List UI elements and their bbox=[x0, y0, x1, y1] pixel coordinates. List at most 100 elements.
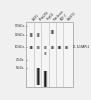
Bar bbox=[64, 46, 65, 49]
Bar bbox=[61, 46, 62, 49]
Bar bbox=[51, 30, 52, 34]
Bar bbox=[46, 52, 47, 55]
Bar bbox=[37, 33, 38, 37]
Bar bbox=[33, 33, 34, 37]
Bar bbox=[39, 46, 40, 49]
Bar bbox=[42, 46, 43, 49]
Bar bbox=[60, 46, 61, 49]
Bar bbox=[38, 33, 39, 37]
Text: MCF-7: MCF-7 bbox=[60, 12, 69, 21]
Bar bbox=[32, 46, 33, 49]
Bar bbox=[46, 71, 47, 87]
Bar bbox=[43, 46, 44, 49]
Bar bbox=[57, 46, 58, 49]
Bar bbox=[31, 33, 32, 37]
Bar bbox=[45, 71, 46, 87]
Bar bbox=[45, 71, 46, 87]
Bar bbox=[32, 33, 33, 37]
Bar bbox=[30, 46, 31, 49]
Bar bbox=[46, 52, 47, 55]
Bar bbox=[66, 46, 67, 49]
Text: NIH/3T3: NIH/3T3 bbox=[67, 11, 78, 21]
Text: Rat brain: Rat brain bbox=[53, 10, 65, 21]
Bar bbox=[38, 68, 39, 85]
Bar bbox=[40, 33, 41, 37]
Text: 170kDa-: 170kDa- bbox=[14, 24, 25, 28]
Bar bbox=[68, 46, 69, 49]
Bar bbox=[50, 46, 51, 49]
Bar bbox=[39, 68, 40, 85]
Bar bbox=[46, 46, 47, 49]
Bar bbox=[53, 30, 54, 34]
Bar bbox=[65, 46, 66, 49]
Bar bbox=[39, 68, 40, 85]
Bar bbox=[52, 30, 53, 34]
Bar bbox=[45, 46, 46, 49]
Bar bbox=[29, 33, 30, 37]
Bar bbox=[40, 68, 41, 85]
Text: 100kDa-: 100kDa- bbox=[14, 45, 25, 49]
Bar bbox=[28, 46, 29, 49]
Bar bbox=[36, 68, 37, 85]
Bar bbox=[36, 33, 37, 37]
Bar bbox=[45, 46, 46, 49]
Bar bbox=[37, 68, 38, 85]
Bar bbox=[42, 71, 43, 87]
Bar bbox=[65, 46, 66, 49]
Text: A-431: A-431 bbox=[32, 13, 40, 21]
Bar bbox=[33, 46, 34, 49]
Bar bbox=[36, 46, 37, 49]
Bar bbox=[51, 30, 52, 34]
Bar bbox=[53, 46, 54, 49]
Bar bbox=[40, 46, 41, 49]
Bar bbox=[29, 46, 30, 49]
Text: HepG2: HepG2 bbox=[46, 12, 55, 21]
Bar bbox=[43, 52, 44, 55]
Bar bbox=[51, 46, 52, 49]
Bar bbox=[54, 30, 55, 34]
Bar bbox=[39, 33, 40, 37]
Bar bbox=[29, 46, 30, 49]
Bar bbox=[38, 33, 39, 37]
Bar bbox=[44, 71, 45, 87]
Bar bbox=[50, 46, 51, 49]
Bar bbox=[68, 46, 69, 49]
Bar bbox=[40, 33, 41, 37]
Bar bbox=[44, 46, 45, 49]
Bar bbox=[53, 46, 54, 49]
Bar bbox=[26, 22, 73, 87]
Bar bbox=[35, 68, 36, 85]
Bar bbox=[43, 71, 44, 87]
Bar bbox=[31, 33, 32, 37]
Bar bbox=[52, 46, 53, 49]
Bar bbox=[40, 68, 41, 85]
Bar bbox=[47, 71, 48, 87]
Bar bbox=[28, 46, 29, 49]
Bar bbox=[37, 46, 38, 49]
Text: D- IL1RAPL1: D- IL1RAPL1 bbox=[73, 45, 90, 49]
Bar bbox=[44, 71, 45, 87]
Text: 55kDa-: 55kDa- bbox=[16, 66, 25, 70]
Bar bbox=[31, 46, 32, 49]
Bar bbox=[30, 33, 31, 37]
Bar bbox=[44, 52, 45, 55]
Text: 70kDa-: 70kDa- bbox=[16, 58, 25, 62]
Text: 130kDa-: 130kDa- bbox=[14, 33, 25, 37]
Bar bbox=[35, 46, 36, 49]
Bar bbox=[31, 46, 32, 49]
Bar bbox=[38, 46, 39, 49]
Bar bbox=[66, 46, 67, 49]
Bar bbox=[59, 46, 60, 49]
Bar bbox=[32, 33, 33, 37]
Bar bbox=[37, 33, 38, 37]
Bar bbox=[58, 46, 59, 49]
Bar bbox=[47, 46, 48, 49]
Bar bbox=[39, 46, 40, 49]
Bar bbox=[36, 68, 37, 85]
Bar bbox=[61, 46, 62, 49]
Bar bbox=[58, 46, 59, 49]
Bar bbox=[60, 46, 61, 49]
Bar bbox=[28, 33, 29, 37]
Text: SiHa/293: SiHa/293 bbox=[39, 10, 50, 21]
Bar bbox=[45, 52, 46, 55]
